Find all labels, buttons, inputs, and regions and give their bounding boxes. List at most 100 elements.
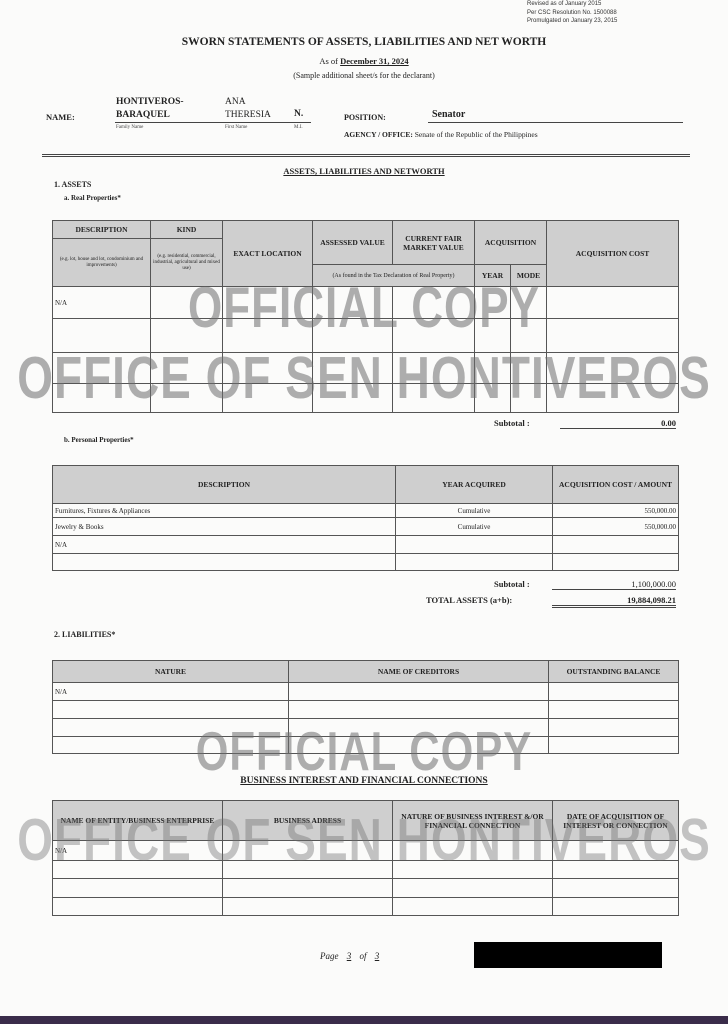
section-title: ASSETS, LIABILITIES AND NETWORTH: [283, 166, 445, 176]
cell-description: Furnitures, Fixtures & Appliances: [52, 503, 396, 518]
table-row: Jewelry & Books Cumulative 550,000.00: [52, 517, 679, 536]
sample-note: (Sample additional sheet/s for the decla…: [293, 71, 435, 80]
table-row: [52, 553, 679, 571]
first-caption: First Name: [225, 125, 248, 130]
as-of: As of December 31, 2024: [0, 56, 728, 66]
first-name: ANA THERESIA: [225, 96, 271, 122]
cell: [52, 700, 289, 719]
redaction-box: [474, 942, 662, 968]
cell: [52, 383, 151, 413]
cell-year: Cumulative: [395, 517, 553, 536]
watermark-official-copy: OFFICIAL COPY: [188, 276, 540, 341]
header-year: YEAR ACQUIRED: [395, 465, 553, 504]
liabilities-label: 2. LIABILITIES*: [54, 630, 116, 639]
revision-line: Promulgated on January 23, 2015: [527, 18, 618, 24]
mi-caption: M.I.: [294, 125, 303, 130]
table-row: [52, 318, 680, 353]
header-cost: ACQUISITION COST / AMOUNT: [552, 465, 679, 504]
cell-cost: 550,000.00: [552, 503, 679, 518]
header-creditors: NAME OF CREDITORS: [288, 660, 549, 683]
cell: N/A: [52, 682, 289, 701]
kind-note: (e.g. residential, commercial, industria…: [153, 253, 220, 271]
header-kind: KIND: [150, 220, 223, 239]
middle-initial: N.: [294, 109, 304, 119]
real-properties-label: a. Real Properties*: [64, 194, 121, 202]
agency: AGENCY / OFFICE: Senate of the Republic …: [344, 130, 538, 139]
family-caption: Family Name: [116, 125, 144, 130]
table-row: [52, 700, 679, 719]
business-table: NAME OF ENTITY/BUSINESS ENTERPRISE BUSINE…: [52, 800, 679, 916]
revision-line: Revised as of January 2015: [527, 1, 602, 7]
header-balance: OUTSTANDING BALANCE: [548, 660, 679, 683]
personal-subtotal-label: Subtotal :: [494, 579, 530, 589]
cell-description: N/A: [52, 535, 396, 554]
page-number: Page 3 of 3: [320, 951, 385, 961]
cell-cost: [552, 553, 679, 571]
name-underline: [115, 122, 311, 123]
cell: [52, 897, 223, 916]
real-subtotal: 0.00: [560, 418, 676, 429]
agency-label: AGENCY / OFFICE:: [344, 130, 413, 139]
header-description: DESCRIPTION: [52, 465, 396, 504]
table-row: N/A: [52, 286, 680, 319]
cell: [52, 878, 223, 898]
table-row: [52, 352, 680, 384]
cell-cost: [552, 535, 679, 554]
position-underline: [428, 122, 683, 123]
page-label: Page: [320, 951, 339, 961]
cell-cost: 550,000.00: [552, 517, 679, 536]
real-properties-table: DESCRIPTION KIND EXACT LOCATION ASSESSED VA…: [52, 220, 680, 413]
bottom-bar: [0, 1016, 728, 1024]
page-total: 3: [374, 951, 380, 961]
header-entity: NAME OF ENTITY/BUSINESS ENTERPRISE: [52, 800, 223, 841]
liabilities-table: NATURE NAME OF CREDITORS OUTSTANDING BALAN…: [52, 660, 679, 754]
total-assets-label: TOTAL ASSETS (a+b):: [426, 595, 513, 605]
header-assessed: ASSESSED VALUE: [312, 220, 393, 265]
personal-subtotal: 1,100,000.00: [552, 579, 676, 590]
header-nature: NATURE OF BUSINESS INTEREST &/OR FINANCI…: [392, 800, 553, 841]
cell-year: Cumulative: [395, 503, 553, 518]
page-of: of: [359, 951, 367, 961]
cell: N/A: [52, 286, 151, 319]
tax-note: (As found in the Tax Declaration of Real…: [332, 272, 455, 279]
real-subtotal-label: Subtotal :: [494, 418, 530, 428]
total-assets: 19,884,098.21: [552, 595, 676, 608]
watermark-office: OFFICE OF SEN HONTIVEROS: [17, 805, 711, 873]
first-name-2: THERESIA: [225, 110, 271, 120]
table-row: [52, 897, 679, 916]
family-name: HONTIVEROS- BARAQUEL: [116, 96, 184, 122]
cell-year: [395, 535, 553, 554]
first-name-1: ANA: [225, 97, 246, 107]
table-row: Furnitures, Fixtures & Appliances Cumulat…: [52, 503, 679, 518]
header-mode: MODE: [509, 264, 548, 287]
name-label: NAME:: [46, 112, 75, 122]
personal-properties-table: DESCRIPTION YEAR ACQUIRED ACQUISITION COST…: [52, 465, 679, 571]
table-row: [52, 878, 679, 898]
cell-description: Jewelry & Books: [52, 517, 396, 536]
divider: [42, 154, 690, 157]
header-address: BUSINESS ADRESS: [222, 800, 393, 841]
header-date: DATE OF ACQUISITION OF INTEREST OR CONNE…: [552, 800, 679, 841]
revision-note: Revised as of January 2015 Per CSC Resol…: [527, 0, 617, 26]
cell: [52, 352, 151, 384]
watermark-office: OFFICE OF SEN HONTIVEROS: [17, 343, 711, 411]
header-nature: NATURE: [52, 660, 289, 683]
as-of-label: As of: [319, 56, 338, 66]
table-row: N/A: [52, 682, 679, 701]
position-value: Senator: [432, 109, 466, 120]
cell-description: [52, 553, 396, 571]
assets-label: 1. ASSETS: [54, 180, 92, 189]
position-label: POSITION:: [344, 113, 386, 122]
watermark-official-copy: OFFICIAL COPY: [195, 720, 533, 782]
family-name-2: BARAQUEL: [116, 110, 170, 120]
table-row: [52, 383, 680, 413]
page-current: 3: [346, 951, 352, 961]
business-title: BUSINESS INTEREST AND FINANCIAL CONNECTI…: [240, 776, 488, 786]
agency-value: Senate of the Republic of the Philippine…: [414, 130, 538, 139]
cell-year: [395, 553, 553, 571]
header-fair-value: CURRENT FAIR MARKET VALUE: [392, 220, 475, 265]
as-of-date: December 31, 2024: [340, 56, 409, 66]
description-note: (e.g. lot, house and lot, condominium an…: [59, 256, 144, 268]
family-name-1: HONTIVEROS-: [116, 97, 184, 107]
page-title: SWORN STATEMENTS OF ASSETS, LIABILITIES …: [181, 36, 547, 48]
